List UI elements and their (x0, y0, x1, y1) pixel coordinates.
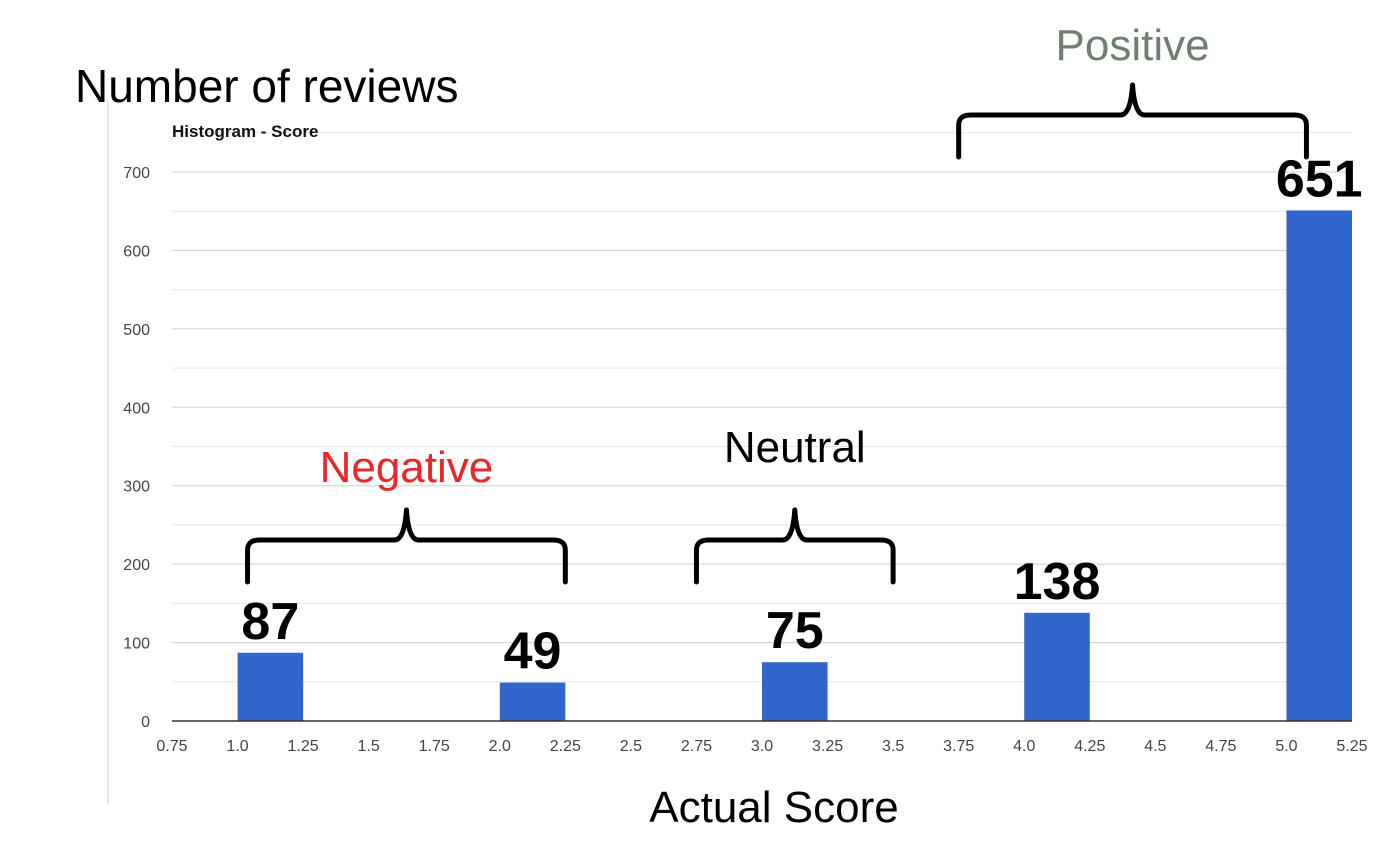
chart-title: Histogram - Score (172, 122, 318, 141)
group-label: Negative (320, 443, 494, 492)
x-tick-label: 1.25 (288, 738, 319, 755)
x-tick-label: 2.75 (681, 738, 712, 755)
group-label: Neutral (724, 423, 866, 472)
y-tick-labels: 0 100 200 300 400 500 600 700 (123, 165, 150, 731)
x-tick-label: 2.0 (489, 738, 511, 755)
bar (237, 652, 304, 721)
grid-lines (172, 132, 1352, 683)
x-tick-label: 3.75 (943, 738, 974, 755)
data-label: 87 (241, 593, 299, 651)
x-tick-label: 4.0 (1013, 738, 1035, 755)
x-tick-label: 1.0 (226, 738, 248, 755)
y-tick-label: 0 (141, 714, 150, 731)
y-tick-label: 200 (123, 557, 150, 574)
group-brace (693, 507, 896, 585)
bar (762, 662, 828, 721)
x-tick-label: 3.0 (751, 738, 773, 755)
x-tick-label: 4.25 (1074, 738, 1105, 755)
data-label: 651 (1276, 150, 1363, 208)
y-tick-label: 100 (123, 636, 150, 653)
x-tick-label: 4.5 (1144, 738, 1166, 755)
group-brace (245, 507, 568, 585)
y-axis-title: Number of reviews (75, 60, 458, 112)
bar (1286, 210, 1352, 721)
x-tick-label: 1.75 (419, 738, 450, 755)
y-tick-label: 700 (123, 165, 150, 182)
x-tick-label: 5.25 (1336, 738, 1367, 755)
x-tick-labels: 0.75 1.0 1.25 1.5 1.75 2.0 2.25 2.5 2.75 3.0 3.25 3… (156, 738, 1367, 755)
data-label: 49 (504, 623, 562, 681)
data-labels: 87 49 75 138 651 (241, 150, 1362, 680)
bar (1024, 612, 1090, 721)
x-tick-label: 3.25 (812, 738, 843, 755)
x-tick-label: 1.5 (358, 738, 380, 755)
group-annotations: Negative Neutral Positive (245, 21, 1309, 585)
x-axis-title: Actual Score (649, 783, 898, 832)
x-tick-label: 3.5 (882, 738, 904, 755)
x-tick-label: 2.5 (620, 738, 642, 755)
y-tick-label: 300 (123, 479, 150, 496)
x-tick-label: 4.75 (1205, 738, 1236, 755)
x-tick-label: 0.75 (156, 738, 187, 755)
data-label: 75 (766, 602, 824, 660)
group-brace (956, 82, 1309, 160)
y-tick-label: 600 (123, 243, 150, 260)
data-label: 138 (1014, 553, 1101, 611)
x-tick-label: 2.25 (550, 738, 581, 755)
bars (237, 210, 1352, 721)
group-label: Positive (1056, 21, 1210, 70)
y-tick-label: 400 (123, 400, 150, 417)
bar (499, 682, 566, 721)
x-tick-label: 5.0 (1275, 738, 1297, 755)
y-tick-label: 500 (123, 322, 150, 339)
